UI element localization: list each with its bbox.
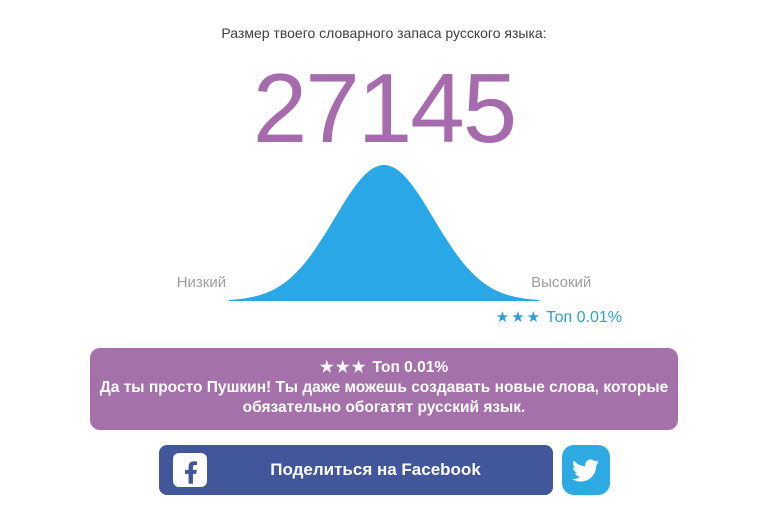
bell-curve-chart: Низкий Высокий ★★★ Топ 0.01%: [154, 163, 622, 327]
page-title: Размер твоего словарного запаса русского…: [221, 25, 547, 41]
percentile-annotation: ★★★ Топ 0.01%: [162, 308, 622, 327]
banner-stars-icon: ★★★: [319, 359, 368, 376]
bell-curve-row: Низкий Высокий: [154, 163, 614, 301]
facebook-share-button[interactable]: Поделиться на Facebook: [158, 445, 553, 495]
vocabulary-score: 27145: [252, 53, 518, 163]
bell-curve-svg: [229, 165, 540, 301]
percentile-label: Топ 0.01%: [546, 309, 622, 326]
twitter-icon: [572, 459, 599, 481]
banner-rank-label: Топ 0.01%: [372, 359, 449, 376]
stars-icon: ★★★: [495, 309, 543, 326]
result-banner: ★★★ Топ 0.01% Да ты просто Пушкин! Ты даж…: [90, 348, 678, 430]
banner-message: Да ты просто Пушкин! Ты даже можешь созд…: [99, 379, 669, 416]
twitter-share-button[interactable]: [561, 445, 610, 495]
bell-curve-area: [229, 165, 540, 301]
share-buttons-row: Поделиться на Facebook: [0, 445, 768, 495]
facebook-icon: [172, 453, 207, 487]
banner-rank-line: ★★★ Топ 0.01%: [99, 358, 669, 378]
facebook-share-label: Поделиться на Facebook: [270, 460, 481, 479]
axis-label-low: Низкий: [176, 274, 227, 291]
axis-label-high: Высокий: [531, 274, 592, 291]
